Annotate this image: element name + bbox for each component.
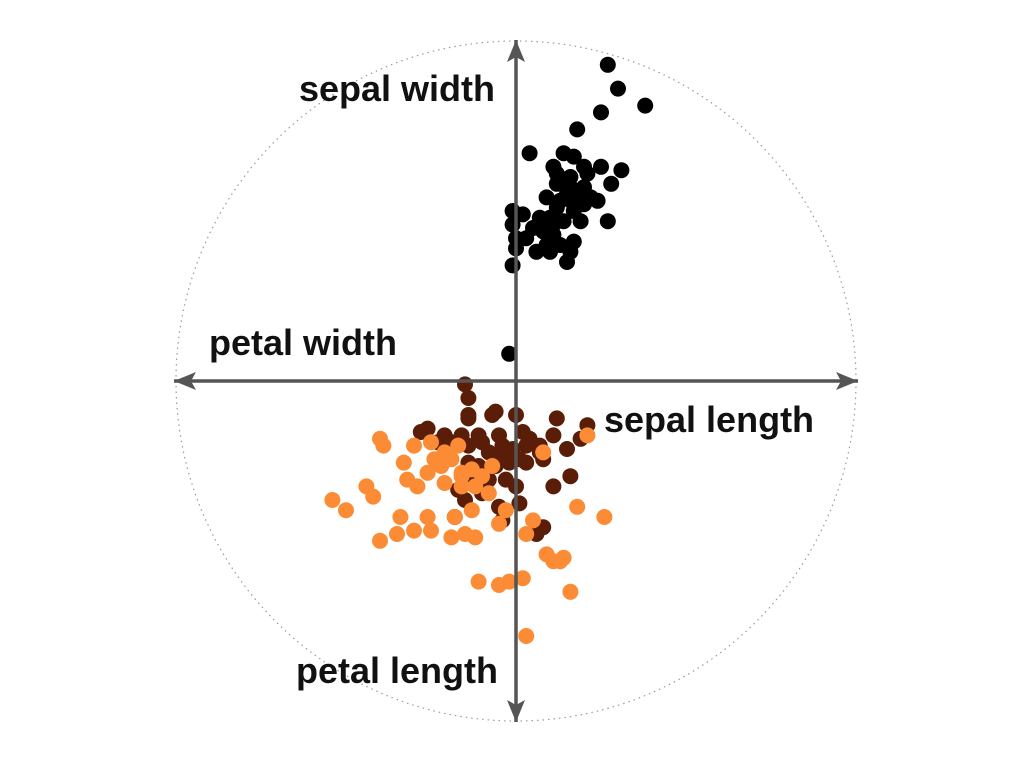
axis-label-sepal-length: sepal length — [604, 399, 814, 440]
data-point-s1-5 — [569, 121, 586, 138]
data-point-s1-1 — [599, 56, 616, 73]
data-point-s2-37 — [501, 454, 518, 471]
data-point-s3-23 — [480, 485, 497, 502]
data-points — [324, 56, 654, 644]
data-point-s1-8 — [565, 148, 582, 165]
data-point-s3-25 — [365, 488, 382, 505]
data-point-s2-26 — [518, 437, 535, 454]
data-point-s1-16 — [603, 175, 620, 192]
data-point-s1-52 — [559, 254, 575, 270]
data-point-s1-15 — [579, 165, 596, 182]
data-point-s3-46 — [470, 573, 487, 590]
axis-label-sepal-width: sepal width — [299, 68, 495, 109]
data-point-s3-32 — [491, 515, 507, 532]
data-point-s2-55 — [562, 468, 579, 485]
arrowhead-up — [507, 40, 525, 62]
data-point-s2-18 — [545, 427, 562, 444]
data-point-s1-54 — [501, 345, 518, 362]
axis-arrows — [174, 40, 858, 722]
data-point-s3-33 — [525, 512, 541, 529]
data-point-s3-19 — [409, 478, 426, 495]
data-point-s3-51 — [389, 526, 405, 542]
data-point-s3-53 — [514, 570, 531, 587]
data-point-s3-49 — [518, 628, 535, 644]
data-point-s3-28 — [392, 509, 409, 525]
arrowhead-left — [174, 372, 196, 390]
data-point-s3-15 — [419, 464, 436, 481]
data-point-s3-35 — [596, 509, 613, 525]
arrowhead-right — [836, 372, 858, 390]
data-point-s2-38 — [518, 454, 535, 471]
axis-label-petal-length: petal length — [296, 650, 498, 691]
data-point-s2-47 — [511, 495, 528, 512]
data-point-s1-53 — [504, 257, 521, 274]
data-point-s3-55 — [497, 502, 514, 519]
data-point-s1-2 — [610, 80, 626, 97]
data-point-s2-11 — [412, 424, 429, 440]
data-point-s1-44 — [518, 230, 535, 247]
data-point-s3-50 — [501, 573, 518, 590]
data-point-s3-26 — [324, 492, 341, 508]
data-point-s1-39 — [504, 216, 521, 233]
data-point-s2-5 — [484, 407, 501, 423]
data-point-s3-54 — [453, 464, 470, 481]
data-point-s1-49 — [542, 243, 558, 260]
axis-label-petal-width: petal width — [209, 322, 397, 363]
data-point-s3-3 — [375, 437, 392, 454]
data-point-s3-22 — [467, 478, 484, 495]
data-point-s3-1 — [579, 427, 596, 444]
data-point-s1-12 — [613, 162, 630, 179]
data-point-s2-8 — [548, 410, 565, 427]
data-point-s3-20 — [436, 475, 453, 491]
data-point-s1-17 — [548, 175, 565, 192]
data-point-s3-30 — [446, 509, 463, 525]
data-point-s2-29 — [480, 444, 497, 461]
data-point-s3-40 — [372, 532, 388, 549]
data-point-s3-29 — [419, 509, 436, 525]
data-point-s3-9 — [395, 454, 412, 471]
data-point-s3-12 — [433, 458, 450, 474]
arrowhead-down — [507, 700, 525, 722]
data-point-s1-35 — [572, 213, 589, 230]
data-point-s3-52 — [467, 529, 484, 546]
data-point-s1-48 — [528, 243, 545, 260]
data-point-s3-38 — [443, 529, 460, 546]
data-point-s1-3 — [637, 97, 654, 114]
data-point-s3-48 — [562, 583, 579, 600]
data-point-s3-5 — [423, 434, 439, 451]
data-point-s3-27 — [338, 502, 354, 519]
data-point-s3-8 — [535, 444, 552, 461]
data-point-s1-4 — [593, 104, 609, 121]
data-point-s1-25 — [589, 192, 606, 209]
data-point-s3-41 — [518, 526, 535, 542]
data-point-s2-49 — [545, 478, 562, 495]
data-point-s1-38 — [599, 213, 616, 230]
data-point-s1-30 — [514, 206, 531, 223]
data-point-s2-7 — [460, 410, 477, 427]
data-point-s1-6 — [521, 145, 538, 162]
data-point-s3-14 — [484, 458, 501, 474]
data-point-s3-7 — [450, 437, 467, 454]
data-point-s1-11 — [593, 158, 609, 175]
data-point-s3-37 — [423, 522, 439, 539]
data-point-s3-34 — [569, 498, 586, 515]
data-point-s3-4 — [406, 437, 422, 454]
data-point-s3-31 — [463, 502, 480, 519]
data-point-s3-21 — [453, 478, 470, 495]
data-point-s1-23 — [538, 189, 555, 206]
data-point-s2-2 — [460, 390, 477, 406]
data-point-s3-45 — [555, 549, 572, 566]
data-point-s2-1 — [457, 376, 473, 393]
data-point-s3-36 — [406, 522, 422, 539]
data-point-s2-28 — [559, 441, 575, 457]
